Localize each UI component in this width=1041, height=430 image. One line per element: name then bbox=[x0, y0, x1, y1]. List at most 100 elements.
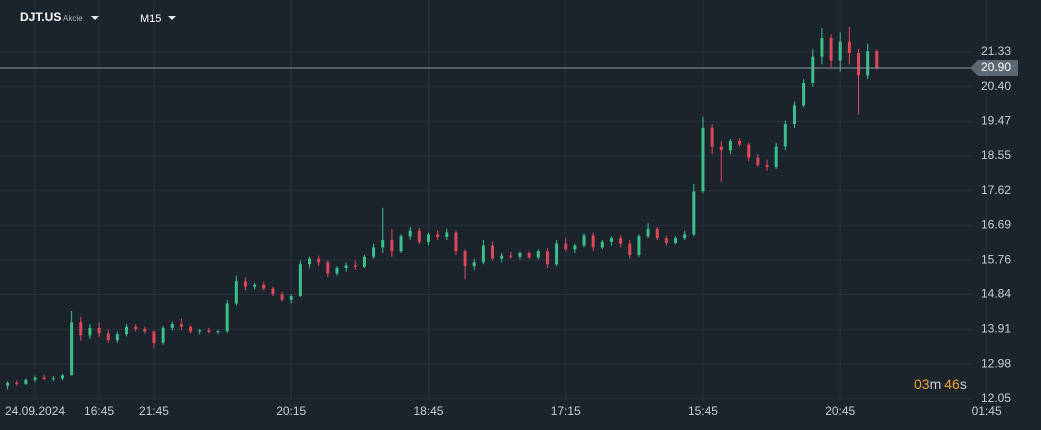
candle-body bbox=[280, 294, 284, 300]
y-tick-label: 21.33 bbox=[981, 44, 1011, 58]
y-tick-label: 14.84 bbox=[981, 287, 1011, 301]
x-tick-label: 18:45 bbox=[413, 404, 443, 418]
last-price-label: 20.90 bbox=[981, 60, 1011, 74]
candle-body bbox=[271, 288, 275, 295]
timeframe[interactable]: M15 bbox=[140, 13, 161, 25]
y-tick-label: 16.69 bbox=[981, 218, 1011, 232]
candle-body bbox=[683, 234, 687, 239]
y-tick-label: 20.40 bbox=[981, 79, 1011, 93]
y-tick-label: 18.55 bbox=[981, 148, 1011, 162]
candle-body bbox=[728, 140, 732, 151]
countdown: 03m 46s bbox=[914, 376, 967, 392]
candle-body bbox=[6, 382, 10, 386]
countdown-seconds: 46 bbox=[944, 376, 960, 392]
candle-body bbox=[362, 256, 366, 267]
candle-body bbox=[15, 382, 19, 384]
x-tick-label: 17:15 bbox=[551, 404, 581, 418]
candle-body bbox=[829, 38, 833, 61]
symbol[interactable]: DJT.US bbox=[20, 10, 61, 24]
timeframe-dropdown[interactable] bbox=[168, 16, 176, 20]
x-tick-label: 01:45 bbox=[972, 404, 1002, 418]
candle-body bbox=[97, 327, 101, 334]
y-tick-label: 15.76 bbox=[981, 252, 1011, 266]
candle-body bbox=[143, 328, 147, 332]
candle-body bbox=[298, 264, 302, 297]
x-tick-label: 15:45 bbox=[688, 404, 718, 418]
candle-body bbox=[161, 327, 165, 343]
candle-body bbox=[518, 253, 522, 257]
x-tick-label: 24.09.2024 bbox=[5, 404, 65, 418]
candle-body bbox=[179, 324, 183, 327]
candle-body bbox=[317, 258, 321, 263]
candle-body bbox=[500, 255, 504, 259]
candle-body bbox=[42, 377, 46, 380]
candle-body bbox=[243, 281, 247, 287]
candle-body bbox=[582, 235, 586, 246]
last-price-tag bbox=[970, 59, 1018, 76]
candle-body bbox=[70, 322, 74, 376]
candle-body bbox=[253, 284, 257, 287]
countdown-minutes-unit: m bbox=[930, 376, 942, 392]
candle-body bbox=[811, 56, 815, 83]
candle-body bbox=[555, 243, 559, 265]
candle-body bbox=[609, 238, 613, 242]
candle-body bbox=[445, 232, 449, 237]
candle-body bbox=[664, 238, 668, 243]
candle-body bbox=[426, 234, 430, 242]
x-tick-label: 16:45 bbox=[84, 404, 114, 418]
candle-body bbox=[875, 51, 879, 68]
candle-body bbox=[527, 253, 531, 258]
symbol-dropdown[interactable] bbox=[91, 16, 99, 20]
candle-body bbox=[216, 331, 220, 333]
y-tick-label: 13.91 bbox=[981, 322, 1011, 336]
candle-body bbox=[381, 239, 385, 248]
candle-body bbox=[60, 375, 64, 379]
x-tick-label: 20:45 bbox=[825, 404, 855, 418]
countdown-seconds-unit: s bbox=[960, 376, 967, 392]
candle-body bbox=[225, 303, 229, 332]
candle-body bbox=[820, 38, 824, 57]
candle-body bbox=[472, 262, 476, 267]
candle-body bbox=[335, 268, 339, 274]
asset-class: Akcie bbox=[63, 14, 83, 23]
candle-body bbox=[545, 251, 549, 265]
candle-body bbox=[353, 265, 357, 267]
candle-body bbox=[866, 51, 870, 76]
candle-body bbox=[289, 296, 293, 300]
candle-body bbox=[765, 165, 769, 168]
candle-body bbox=[747, 144, 751, 158]
candle-body bbox=[774, 146, 778, 168]
candle-body bbox=[481, 245, 485, 263]
candle-body bbox=[783, 124, 787, 147]
x-tick-label: 21:45 bbox=[139, 404, 169, 418]
candle-body bbox=[628, 243, 632, 255]
candle-body bbox=[857, 53, 861, 76]
countdown-minutes: 03 bbox=[914, 376, 930, 392]
candle-body bbox=[838, 41, 842, 61]
candle-body bbox=[152, 331, 156, 343]
candle-body bbox=[207, 330, 211, 332]
candle-body bbox=[51, 378, 55, 380]
x-tick-label: 20:15 bbox=[276, 404, 306, 418]
candle-body bbox=[454, 232, 458, 252]
candle-body bbox=[591, 235, 595, 248]
y-tick-label: 12.98 bbox=[981, 356, 1011, 370]
candle-body bbox=[33, 377, 37, 380]
y-tick-label: 12.05 bbox=[981, 391, 1011, 405]
candle-body bbox=[417, 230, 421, 242]
y-tick-label: 19.47 bbox=[981, 114, 1011, 128]
candle-body bbox=[262, 284, 266, 289]
candle-body bbox=[847, 41, 851, 54]
candle-body bbox=[125, 326, 129, 335]
candle-body bbox=[198, 330, 202, 332]
candle-body bbox=[802, 82, 806, 106]
y-tick-label: 17.62 bbox=[981, 183, 1011, 197]
candle-body bbox=[756, 157, 760, 166]
candle-body bbox=[637, 236, 641, 255]
candle-body bbox=[189, 326, 193, 332]
candle-body bbox=[573, 245, 577, 250]
candle-body bbox=[390, 239, 394, 252]
candle-body bbox=[692, 191, 696, 235]
candle-body bbox=[655, 228, 659, 239]
